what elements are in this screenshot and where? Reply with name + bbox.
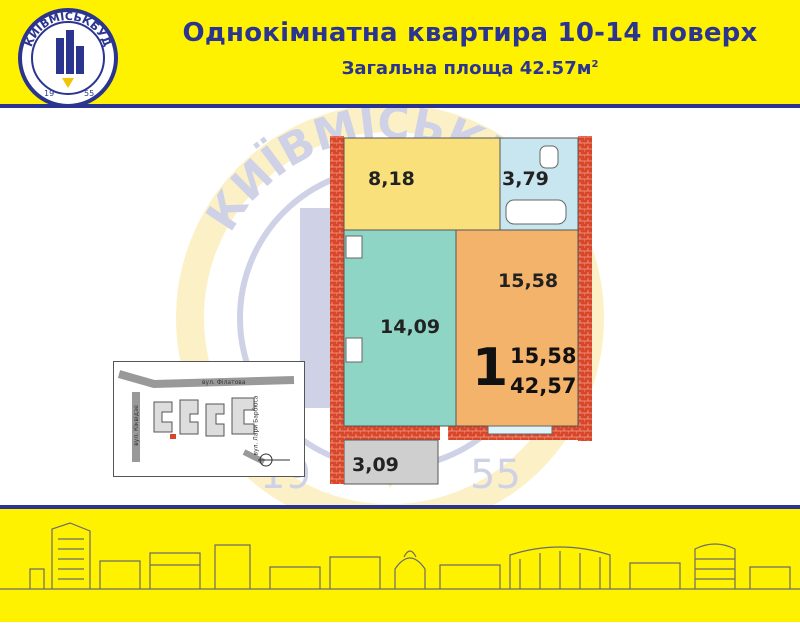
label-hall: 8,18	[368, 168, 415, 190]
wall-left	[330, 136, 344, 436]
page-subtitle: Загальна площа 42.57м2	[150, 58, 790, 79]
footer-band	[0, 509, 800, 622]
header-divider	[0, 104, 800, 108]
wall-bottom-left	[330, 426, 440, 440]
building-marker	[170, 434, 176, 439]
room-balcony	[343, 439, 439, 485]
street-left: вул. Кіквідзе	[132, 405, 140, 446]
street-right: вул. Лари Барбюса	[252, 395, 260, 456]
label-balcony: 3,09	[352, 454, 399, 476]
logo-year-right: 55	[84, 89, 94, 98]
rooms-count: 1	[472, 338, 509, 398]
subtitle-sup: 2	[591, 59, 599, 70]
footer-divider	[0, 505, 800, 509]
location-map: вул. Філатова вул. Кіквідзе вул. Лари Ба…	[113, 361, 305, 477]
room-kitchen	[343, 229, 457, 427]
street-top: вул. Філатова	[202, 379, 246, 386]
floor-plan	[330, 136, 592, 485]
room-living	[455, 229, 579, 427]
label-living: 15,58	[498, 270, 559, 292]
room-hall	[343, 137, 501, 231]
page-title: Однокімнатна квартира 10-14 поверх	[182, 18, 758, 48]
label-kitchen: 14,09	[380, 316, 441, 338]
sink	[539, 145, 559, 169]
subtitle-text: Загальна площа 42.57м	[341, 58, 592, 79]
logo-year-left: 19	[44, 89, 54, 98]
company-logo: КИЇВМІСЬКБУД 19 55	[18, 8, 118, 108]
location-map-drawing	[114, 362, 304, 476]
city-skyline	[0, 522, 800, 622]
kitchen-counter	[345, 337, 363, 363]
living-area: 15,58	[510, 344, 577, 368]
header-band	[0, 0, 800, 104]
watermark-year-right: 55	[470, 452, 521, 498]
wall-balcony	[330, 440, 344, 484]
wall-right	[578, 136, 592, 441]
label-bathroom: 3,79	[502, 168, 549, 190]
window-living	[487, 425, 553, 435]
bathtub	[505, 199, 567, 225]
total-area: 42,57	[510, 374, 577, 398]
stove	[345, 235, 363, 259]
